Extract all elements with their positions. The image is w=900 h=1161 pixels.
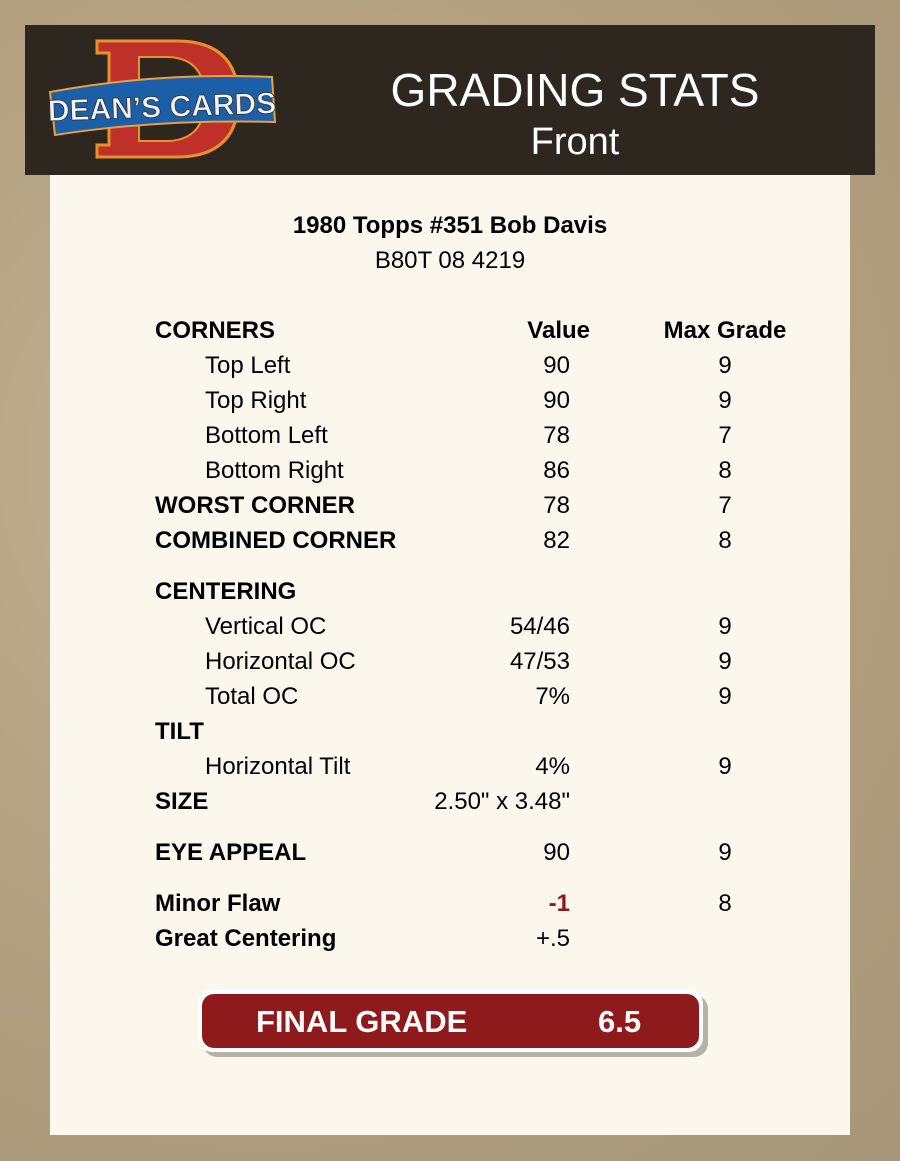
table-row: Top Right 90 9	[50, 385, 850, 420]
col-header-value: Value	[527, 317, 590, 344]
row-value: 54/46	[509, 613, 570, 640]
section-centering: CENTERING	[50, 576, 850, 611]
table-row: Great Centering +.5	[50, 923, 850, 958]
row-value: 78	[543, 492, 570, 519]
section-corners: CORNERS Value Max Grade	[50, 315, 850, 350]
table-row: Horizontal OC 47/53 9	[50, 646, 850, 681]
table-row: Horizontal Tilt 4% 9	[50, 751, 850, 786]
row-value: 47/53	[509, 648, 570, 675]
row-label: SIZE	[155, 788, 209, 815]
row-label: Vertical OC	[205, 613, 327, 640]
table-row: EYE APPEAL 90 9	[50, 837, 850, 872]
row-label: Top Left	[205, 352, 291, 379]
row-max: 8	[718, 457, 732, 484]
final-grade-label: FINAL GRADE	[256, 1004, 468, 1039]
row-label: WORST CORNER	[155, 492, 355, 519]
card-id: B80T 08 4219	[374, 247, 526, 274]
row-value: +.5	[535, 925, 570, 952]
row-value: 90	[543, 839, 570, 866]
row-max: 8	[718, 527, 732, 554]
row-value: -1	[548, 890, 570, 917]
card-name: 1980 Topps #351 Bob Davis	[292, 212, 608, 239]
table-row: WORST CORNER 78 7	[50, 490, 850, 525]
row-max: 9	[718, 352, 732, 379]
row-max: 9	[718, 683, 732, 710]
row-max: 7	[718, 422, 732, 449]
section-tilt: TILT	[50, 716, 850, 751]
row-max: 9	[718, 648, 732, 675]
row-label: EYE APPEAL	[155, 839, 307, 866]
row-label: COMBINED CORNER	[155, 527, 397, 554]
deans-cards-logo: DEAN’S CARDS	[47, 39, 277, 159]
row-label: CORNERS	[155, 317, 276, 344]
table-row: Minor Flaw -1 8	[50, 888, 850, 923]
row-value: 90	[543, 352, 570, 379]
row-label: Total OC	[205, 683, 299, 710]
stats-table: CORNERS Value Max Grade Top Left 90 9 Top Ri…	[50, 315, 850, 958]
row-label: Top Right	[205, 387, 307, 414]
row-label: Minor Flaw	[155, 890, 281, 917]
svg-text:DEAN’S CARDS: DEAN’S CARDS	[47, 87, 276, 128]
table-row: SIZE 2.50" x 3.48"	[50, 786, 850, 821]
row-value: 2.50" x 3.48"	[434, 788, 570, 815]
row-value: 7%	[535, 683, 570, 710]
row-label: Bottom Right	[205, 457, 344, 484]
row-label: Horizontal OC	[205, 648, 356, 675]
page-subtitle: Front	[530, 121, 620, 163]
row-max: 7	[718, 492, 732, 519]
row-max: 9	[718, 613, 732, 640]
row-value: 78	[543, 422, 570, 449]
table-row: Bottom Left 78 7	[50, 420, 850, 455]
row-label: Bottom Left	[205, 422, 328, 449]
row-value: 90	[543, 387, 570, 414]
row-value: 82	[543, 527, 570, 554]
page-title: GRADING STATS	[390, 64, 760, 116]
row-value: 4%	[535, 753, 570, 780]
table-row: Bottom Right 86 8	[50, 455, 850, 490]
header: DEAN’S CARDS GRADING STATS Front	[25, 25, 875, 175]
final-grade-value: 6.5	[598, 1004, 642, 1039]
row-max: 9	[718, 387, 732, 414]
table-row: Vertical OC 54/46 9	[50, 611, 850, 646]
final-grade-box: FINAL GRADE 6.5	[198, 990, 703, 1052]
row-label: CENTERING	[155, 578, 297, 605]
table-row: Total OC 7% 9	[50, 681, 850, 716]
row-max: 9	[718, 839, 732, 866]
col-header-max: Max Grade	[663, 317, 787, 344]
row-max: 8	[718, 890, 732, 917]
row-max: 9	[718, 753, 732, 780]
table-row: Top Left 90 9	[50, 350, 850, 385]
row-label: Horizontal Tilt	[205, 753, 351, 780]
row-label: Great Centering	[155, 925, 337, 952]
row-value: 86	[543, 457, 570, 484]
row-label: TILT	[155, 718, 204, 745]
stats-panel: 1980 Topps #351 Bob Davis B80T 08 4219 C…	[50, 175, 850, 1135]
table-row: COMBINED CORNER 82 8	[50, 525, 850, 560]
